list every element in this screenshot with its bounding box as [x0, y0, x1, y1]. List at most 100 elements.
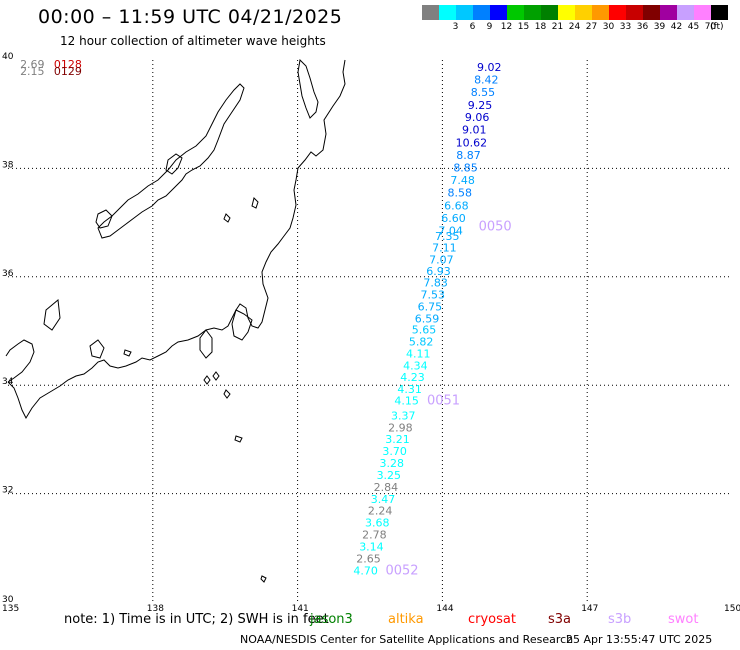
scale-swatch [439, 5, 456, 20]
small-island-6 [123, 349, 132, 357]
wave-height-point: 7.83 [423, 277, 448, 290]
scale-label: 42 [670, 22, 683, 32]
wave-height-point: 8.87 [456, 149, 481, 162]
satellite-altika: altika [388, 612, 424, 627]
noto-peninsula [95, 209, 113, 229]
small-island-1 [212, 371, 220, 381]
scale-label: 18 [534, 22, 547, 32]
scale-label: 30 [602, 22, 615, 32]
coastline [5, 58, 346, 583]
wave-height-point: 8.58 [448, 187, 473, 200]
lon-tick-label: 141 [292, 604, 309, 614]
scale-swatch [592, 5, 609, 20]
scale-swatch [473, 5, 490, 20]
scale-label: 15 [517, 22, 530, 32]
chart-title: 00:00 – 11:59 UTC 04/21/2025 [38, 6, 343, 28]
scale-swatch [490, 5, 507, 20]
wave-height-point: 10.62 [456, 137, 488, 150]
wave-height-point: 9.25 [468, 99, 493, 112]
scale-label: 27 [585, 22, 598, 32]
small-island-3 [234, 435, 243, 443]
wave-height-point: 7.48 [450, 174, 475, 187]
corner-value-label: 0128 [54, 58, 82, 71]
satellite-swot: swot [668, 612, 699, 627]
ise-bay [89, 339, 105, 359]
lon-tick-label: 144 [436, 604, 453, 614]
small-island-2 [223, 389, 231, 399]
wave-height-point: 2.84 [374, 481, 399, 494]
lake-biwa [251, 197, 259, 209]
corner-value-label: 2.69 [20, 58, 45, 71]
small-island-5 [203, 375, 211, 385]
small-island-4 [260, 575, 267, 583]
scale-label: 24 [568, 22, 581, 32]
scale-swatch [694, 5, 711, 20]
satellite-cryosat: cryosat [468, 612, 516, 627]
corner-value-label: 0129 [54, 65, 82, 78]
wave-height-point: 3.14 [359, 541, 384, 554]
wave-height-point: 7.11 [432, 241, 457, 254]
wave-height-point: 3.25 [377, 469, 402, 482]
scale-label: 33 [619, 22, 632, 32]
honshu-coastline [7, 59, 346, 420]
lat-lon-grid [8, 60, 732, 602]
pass-time-label: 0050 [479, 220, 512, 235]
scale-swatch [677, 5, 694, 20]
wave-height-point: 3.21 [385, 433, 410, 446]
wave-height-point: 7.07 [429, 253, 454, 266]
lon-tick-label: 135 [2, 604, 19, 614]
scale-swatch [660, 5, 677, 20]
wave-height-point: 2.78 [362, 529, 387, 542]
scale-label: 39 [653, 22, 666, 32]
pass-time-label: 0052 [385, 563, 418, 578]
note-text: note: 1) Time is in UTC; 2) SWH is in fe… [64, 612, 329, 627]
scale-swatch [524, 5, 541, 20]
scale-label: 6 [469, 22, 476, 32]
scale-unit: (ft) [710, 22, 724, 32]
west-coast [5, 339, 35, 383]
wave-height-point: 5.65 [412, 324, 437, 337]
scale-swatch [575, 5, 592, 20]
wave-height-point: 6.75 [418, 300, 443, 313]
small-lake [223, 213, 231, 223]
lat-tick-label: 36 [2, 269, 14, 279]
wave-height-point: 4.23 [400, 371, 425, 384]
lat-tick-label: 40 [2, 52, 14, 62]
wave-height-point: 2.98 [388, 421, 413, 434]
scale-swatch [507, 5, 524, 20]
wave-height-point: 6.68 [444, 200, 469, 213]
lat-tick-label: 38 [2, 160, 14, 170]
wave-height-point: 3.70 [382, 445, 407, 458]
wave-height-point: 4.70 [353, 564, 378, 577]
wave-height-point: 7.04 [438, 225, 463, 238]
scale-label: 36 [636, 22, 649, 32]
satellite-s3a: s3a [548, 612, 572, 627]
scale-swatch [558, 5, 575, 20]
wave-height-point: 9.02 [477, 61, 502, 74]
footer-credit: NOAA/NESDIS Center for Satellite Applica… [240, 633, 574, 646]
wave-height-point: 5.82 [409, 336, 434, 349]
wave-height-point: 4.34 [403, 359, 428, 372]
wave-height-point: 9.06 [465, 111, 490, 124]
scale-label: 45 [687, 22, 700, 32]
lon-tick-label: 147 [581, 604, 598, 614]
lat-tick-label: 34 [2, 377, 14, 387]
kii-coast [43, 299, 61, 331]
scale-swatch [541, 5, 558, 20]
wave-height-point: 9.01 [462, 124, 487, 137]
wave-height-point: 2.65 [356, 552, 381, 565]
scale-swatch [643, 5, 660, 20]
wave-height-point: 3.47 [371, 493, 396, 506]
axis-labels: 135 138 141 144 147 150 40 38 36 34 32 30 [2, 52, 740, 614]
hokkaido-tip [297, 58, 319, 119]
scale-label: 12 [500, 22, 513, 32]
lon-tick-label: 150 [724, 604, 740, 614]
satellite-jason3: jason3 [310, 612, 353, 627]
scale-swatch [456, 5, 473, 20]
scale-label: 70 [704, 22, 717, 32]
wave-height-point: 8.55 [471, 86, 496, 99]
scale-swatch [422, 5, 439, 20]
chart-subtitle: 12 hour collection of altimeter wave hei… [60, 34, 326, 48]
